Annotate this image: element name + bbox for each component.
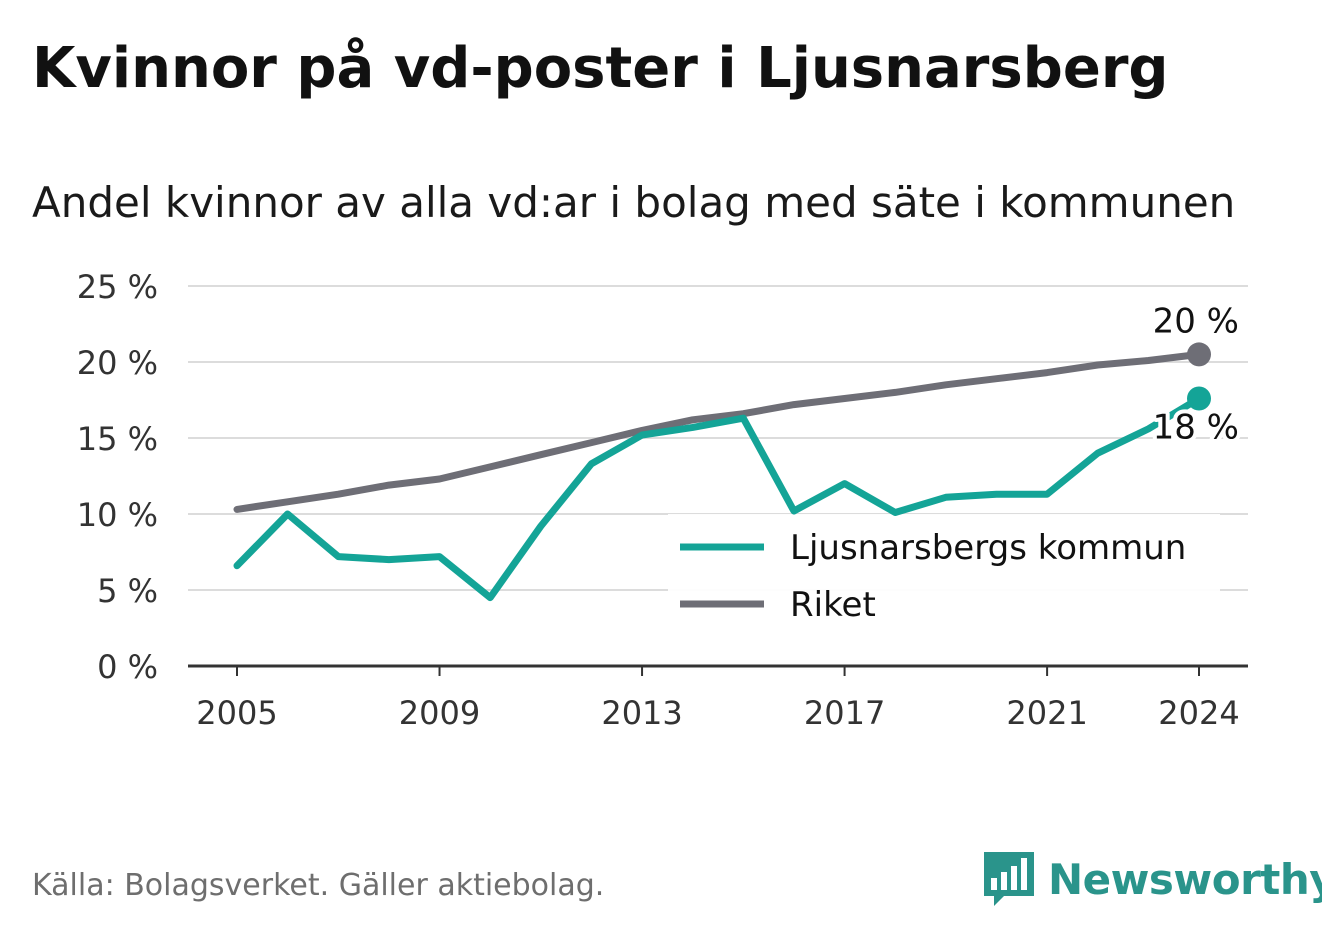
y-tick-label: 0 % [97, 648, 158, 686]
newsworthy-logo: Newsworthy [980, 848, 1322, 910]
x-tick-label: 2005 [196, 694, 277, 732]
y-tick-label: 15 % [77, 420, 158, 458]
x-tick-label: 2021 [1006, 694, 1087, 732]
legend-background [668, 514, 1220, 632]
series-line-riket [233, 350, 1203, 513]
end-labels: 18 % 20 % [1149, 297, 1243, 451]
x-tick-label: 2017 [804, 694, 885, 732]
x-tick-label: 2009 [399, 694, 480, 732]
series-line-ljusnarsbergs-kommun [233, 395, 1203, 602]
legend-label: Ljusnarsbergs kommun [790, 528, 1186, 568]
end-point-marker [1187, 342, 1211, 367]
brand-name: Newsworthy [1048, 854, 1322, 904]
end-value-label: 20 % [1153, 301, 1239, 341]
y-tick-label: 5 % [97, 572, 158, 610]
legend: Ljusnarsbergs kommun Riket [668, 514, 1220, 632]
newsworthy-bar-chart-icon [984, 852, 1034, 906]
y-tick-label: 20 % [77, 344, 158, 382]
y-tick-label: 25 % [77, 268, 158, 306]
chart-subtitle: Andel kvinnor av alla vd:ar i bolag med … [32, 178, 1236, 227]
end-value-label: 18 % [1153, 407, 1239, 447]
y-tick-label: 10 % [77, 496, 158, 534]
x-tick-label: 2013 [601, 694, 682, 732]
y-axis-ticks: 0 % 5 % 10 % 15 % 20 % 25 % [77, 268, 158, 686]
legend-label: Riket [790, 585, 876, 625]
end-point-marker [1187, 386, 1211, 411]
x-axis-ticks: 2005 2009 2013 2017 2021 2024 [196, 666, 1240, 732]
series-layer [233, 342, 1211, 602]
x-tick-label: 2024 [1158, 694, 1239, 732]
source-note: Källa: Bolagsverket. Gäller aktiebolag. [32, 868, 605, 903]
chart-title: Kvinnor på vd-poster i Ljusnarsberg [32, 36, 1169, 101]
